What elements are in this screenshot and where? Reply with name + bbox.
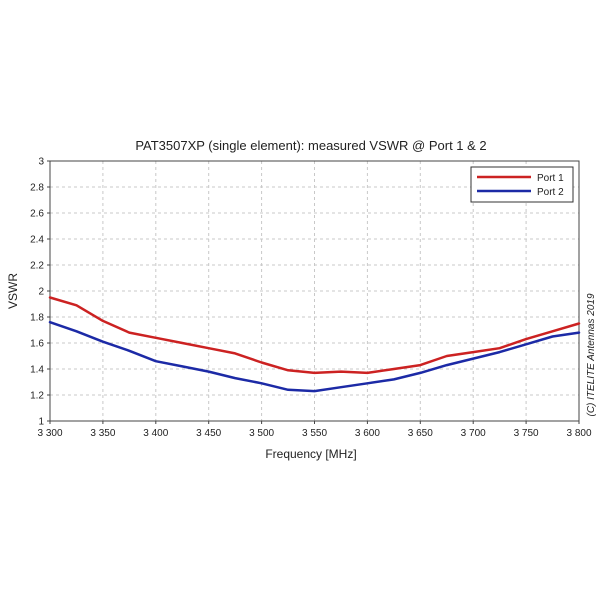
x-tick-label: 3 550 — [302, 428, 327, 439]
copyright-annotation: (C) ITELITE Antennas 2019 — [586, 293, 597, 416]
y-tick-label: 2.2 — [30, 261, 44, 272]
y-axis-ticks: 1 1.2 1.4 1.6 1.8 2 2.2 2.4 2.6 2.8 3 — [30, 157, 50, 428]
y-tick-label: 1.2 — [30, 391, 44, 402]
y-tick-label: 1.4 — [30, 365, 44, 376]
x-tick-label: 3 450 — [196, 428, 221, 439]
series-line-port-2 — [48, 320, 581, 393]
y-tick-label: 2.6 — [30, 209, 44, 220]
y-axis-label: VSWR — [6, 273, 20, 309]
y-tick-label: 1 — [38, 417, 44, 428]
x-tick-label: 3 500 — [249, 428, 274, 439]
y-tick-label: 3 — [38, 157, 44, 168]
x-tick-label: 3 700 — [461, 428, 486, 439]
y-tick-label: 1.8 — [30, 313, 44, 324]
x-tick-label: 3 400 — [143, 428, 168, 439]
x-tick-label: 3 350 — [90, 428, 115, 439]
y-tick-label: 2 — [38, 287, 44, 298]
x-tick-label: 3 300 — [37, 428, 62, 439]
legend-label-port-1: Port 1 — [537, 173, 564, 184]
series-lines — [48, 296, 581, 393]
y-tick-label: 1.6 — [30, 339, 44, 350]
x-axis-ticks: 3 300 3 350 3 400 3 450 3 500 3 550 3 600 3 650… — [37, 421, 592, 439]
y-tick-label: 2.4 — [30, 235, 44, 246]
x-tick-label: 3 650 — [408, 428, 433, 439]
x-tick-label: 3 600 — [355, 428, 380, 439]
chart-title: PAT3507XP (single element): measured VSW… — [135, 138, 486, 153]
x-axis-label: Frequency [MHz] — [265, 447, 356, 461]
y-tick-label: 2.8 — [30, 183, 44, 194]
x-tick-label: 3 800 — [566, 428, 591, 439]
series-line-port-1 — [48, 296, 581, 375]
x-tick-label: 3 750 — [514, 428, 539, 439]
legend-box — [470, 166, 574, 203]
grid — [49, 160, 580, 422]
legend-label-port-2: Port 2 — [537, 187, 564, 198]
legend: Port 1 Port 2 — [470, 166, 574, 203]
